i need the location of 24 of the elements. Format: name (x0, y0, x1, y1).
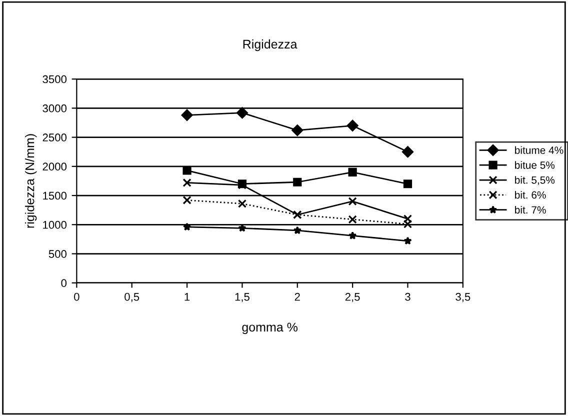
legend-label: bitue 5% (515, 161, 555, 169)
legend-label: bitume 4% (515, 146, 564, 154)
y-tick-label: 3000 (42, 104, 67, 112)
x-tick-label: 2 (294, 292, 300, 301)
x-tick-label: 0 (74, 292, 80, 301)
x-axis-title: gomma % (242, 322, 298, 334)
y-axis-title: rigidezza (N/mm) (25, 134, 37, 228)
y-tick-label: 1500 (43, 192, 67, 200)
legend-label: bit. 7% (515, 206, 546, 214)
y-tick-label: 2500 (42, 134, 67, 142)
x-tick-label: 2,5 (345, 292, 360, 302)
chart-title: Rigidezza (243, 39, 298, 52)
y-tick-label: 1000 (43, 220, 67, 229)
legend-label: bit. 6% (515, 191, 546, 199)
y-tick-label: 3500 (42, 75, 67, 84)
x-tick-label: 1 (184, 293, 190, 301)
legend-label: bit. 5,5% (515, 176, 555, 185)
x-tick-label: 3 (405, 292, 410, 301)
y-tick-label: 0 (61, 279, 67, 288)
y-tick-label: 2000 (42, 162, 67, 171)
y-tick-label: 500 (48, 250, 67, 258)
x-tick-label: 3,5 (456, 292, 470, 302)
x-tick-label: 1,5 (235, 293, 250, 302)
x-tick-label: 0,5 (124, 292, 140, 302)
